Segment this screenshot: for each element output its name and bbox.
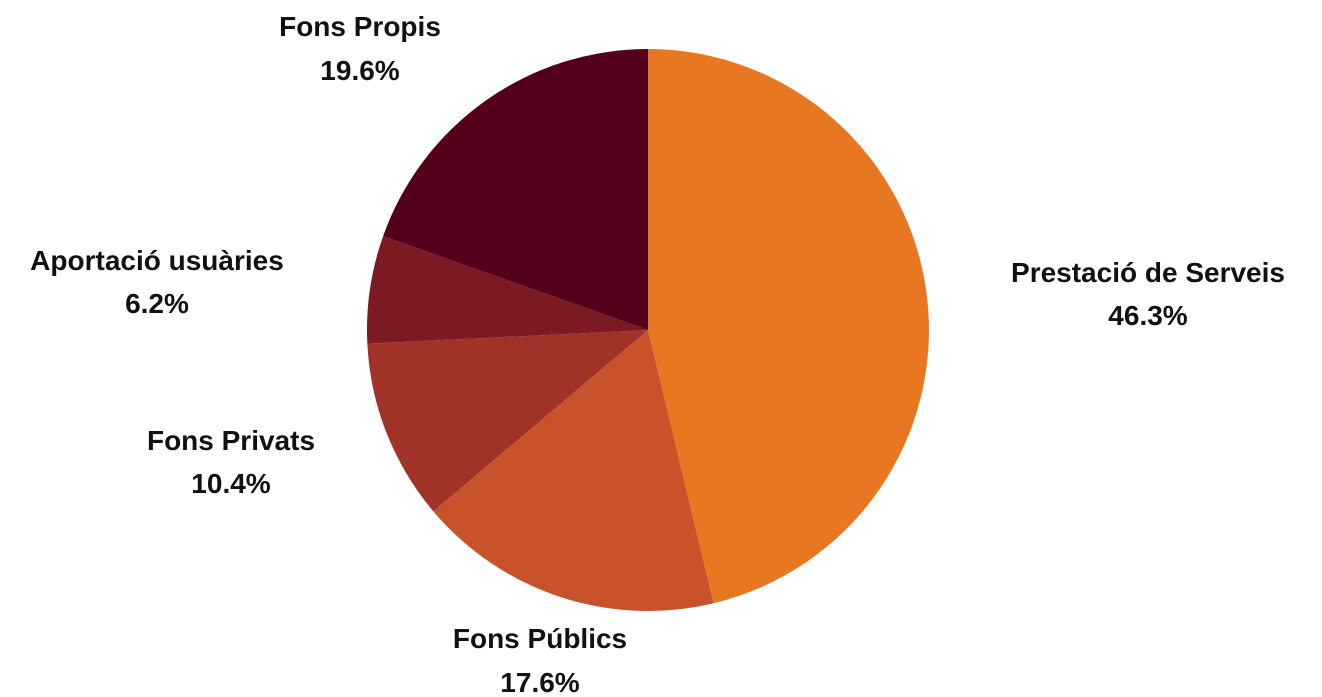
slice-label-group-fons-publics: Fons Públics 17.6% [453, 623, 627, 697]
slice-value-prestacio-de-serveis: 46.3% [1108, 300, 1187, 331]
slice-value-fons-privats: 10.4% [191, 468, 270, 499]
pie-slice-fons-privats [367, 330, 648, 512]
pie-slice-fons-propis [383, 49, 648, 330]
pie-slice-prestacio-de-serveis [648, 49, 929, 604]
slice-value-aportacio-usuaries: 6.2% [125, 288, 189, 319]
slice-label-fons-propis: Fons Propis [279, 11, 441, 42]
slice-label-prestacio-de-serveis: Prestació de Serveis [1011, 257, 1285, 288]
pie-slice-aportacio-usuaries [366, 236, 648, 344]
slice-label-group-fons-privats: Fons Privats 10.4% [147, 425, 315, 499]
slice-label-fons-privats: Fons Privats [147, 425, 315, 456]
pie-slice-fons-publics [433, 330, 714, 611]
slice-label-fons-publics: Fons Públics [453, 623, 627, 654]
slice-label-group-prestacio-de-serveis: Prestació de Serveis 46.3% [1011, 257, 1285, 331]
slice-value-fons-publics: 17.6% [500, 667, 579, 697]
slice-label-group-aportacio-usuaries: Aportació usuàries 6.2% [30, 245, 284, 319]
slice-label-group-fons-propis: Fons Propis 19.6% [279, 11, 441, 86]
pie-slices [366, 49, 929, 611]
slice-value-fons-propis: 19.6% [320, 55, 399, 86]
slice-label-aportacio-usuaries: Aportació usuàries [30, 245, 284, 276]
